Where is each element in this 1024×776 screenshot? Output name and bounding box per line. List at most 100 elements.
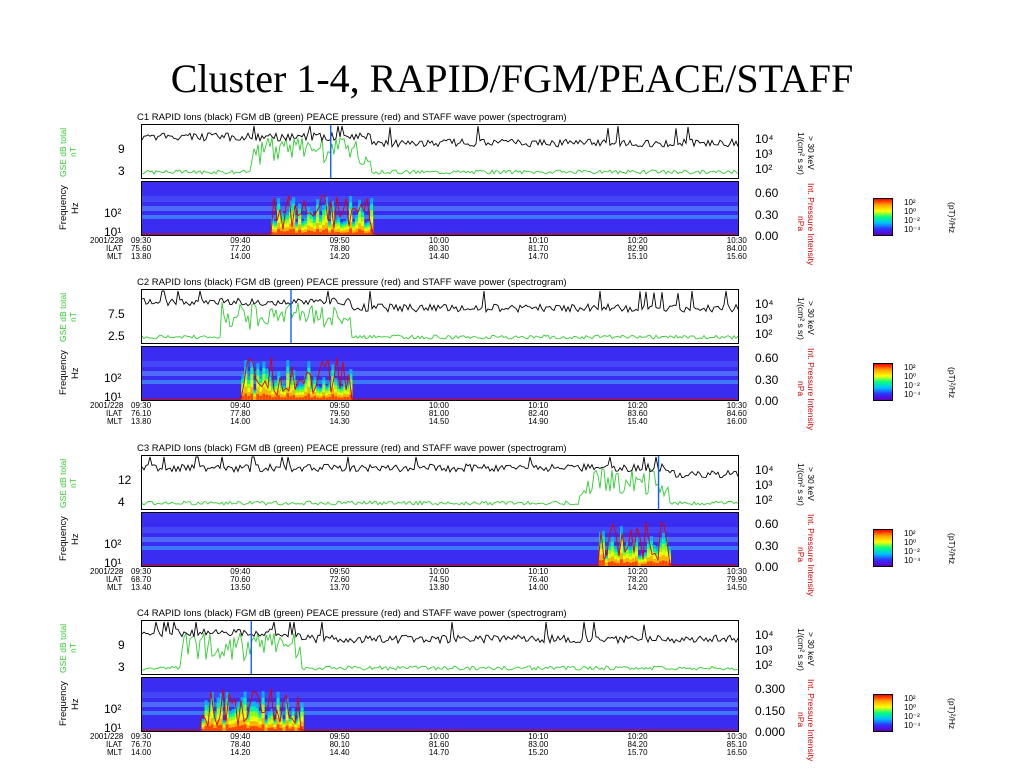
mlt-value: 14.40: [329, 748, 350, 757]
spectrogram-power-cell: [643, 561, 647, 566]
x-tick-label: 09:40: [230, 732, 251, 741]
right-axis-label-line: > 30 keV: [806, 301, 816, 335]
pressure-axis-label-line: nPa: [796, 712, 806, 728]
spectrogram-power-cell: [297, 724, 301, 731]
x-tick-label: 10:00: [428, 732, 449, 741]
ilat-value: 85.10: [726, 740, 747, 749]
spectrogram-power-cell: [256, 387, 260, 400]
colorbar-tick: 10²: [904, 363, 916, 372]
spectrogram-power-cell: [267, 727, 271, 731]
spectrogram-power-cell: [250, 387, 254, 400]
spectrogram-power-cell: [319, 397, 323, 400]
spectrogram-power-cell: [328, 232, 332, 235]
spectrogram-power-cell: [258, 727, 262, 731]
colorbar-tick: 10⁰: [904, 372, 917, 381]
ion-flux-series: [142, 290, 738, 314]
spec-axis-label-line: Hz: [70, 202, 81, 214]
spec-ytick: 10¹: [104, 556, 122, 570]
row-label-ilat: ILAT: [106, 575, 123, 584]
panel-title: C3 RAPID Ions (black) FGM dB (green) PEA…: [137, 443, 567, 454]
right-ytick: 10²: [755, 493, 773, 507]
spectrogram-power-cell: [622, 562, 626, 566]
spectrogram-power-cell: [201, 726, 205, 731]
left-axis-label: GSE dB total nT: [58, 291, 92, 343]
spectrogram-power-cell: [274, 393, 278, 400]
spectrogram-power-cell: [352, 230, 356, 235]
right-axis-label: > 30 keV 1/(cm² s sr): [790, 291, 816, 345]
row-label-mlt: MLT: [107, 748, 123, 757]
spectrogram-power-cell: [304, 395, 308, 400]
spectrogram-power-cell: [607, 562, 611, 566]
peace-pressure-series: [142, 688, 736, 731]
mlt-value: 16.50: [726, 748, 747, 757]
spectrogram-power-cell: [273, 728, 277, 731]
mlt-value: 15.60: [726, 252, 747, 261]
ilat-value: 84.60: [726, 409, 747, 418]
spectrogram-power-cell: [282, 727, 286, 731]
right-ytick: 10²: [755, 162, 773, 176]
row-label-date: 2001/228: [90, 732, 124, 741]
spectrogram-band: [142, 380, 738, 384]
spectrogram-power-cell: [283, 231, 287, 235]
spectrogram-power-cell: [292, 390, 296, 400]
spectrogram-power-cell: [334, 396, 338, 400]
right-axis-label-line: 1/(cm² s sr): [796, 627, 806, 671]
spectrogram-power-cell: [616, 563, 620, 566]
spectrogram-power-cell: [286, 386, 290, 400]
x-tick-label: 10:00: [428, 401, 449, 410]
left-ytick: 4: [118, 495, 125, 509]
x-tick-label: 09:40: [230, 567, 251, 576]
spectrogram-power-cell: [288, 728, 292, 731]
right-ytick: 10²: [755, 327, 773, 341]
spectrogram-power-cell: [288, 726, 292, 731]
spectrogram-power-cell: [289, 229, 293, 235]
spectrogram-power-cell: [231, 727, 235, 731]
mlt-value: 14.00: [528, 583, 549, 592]
spectrogram-power-cell: [367, 230, 371, 235]
right-ytick: 10⁴: [755, 628, 774, 642]
left-axis-label: GSE dB total nT: [58, 126, 92, 178]
colorbar-tick: 10⁰: [904, 207, 917, 216]
panel-title: C1 RAPID Ions (black) FGM dB (green) PEA…: [137, 112, 567, 123]
spectrogram-power-cell: [622, 559, 626, 566]
spectrogram-power-cell: [598, 560, 602, 566]
spectrogram-svg: [142, 678, 738, 731]
spectrogram-power-cell: [277, 222, 281, 235]
spectrogram-power-cell: [343, 232, 347, 235]
ilat-value: 70.60: [230, 575, 251, 584]
spectrogram-power-cell: [370, 228, 374, 235]
slide-title: Cluster 1-4, RAPID/FGM/PEACE/STAFF: [170, 56, 854, 101]
spectrogram-band: [142, 196, 738, 202]
colorbar: [873, 529, 893, 567]
spectrogram-power-cell: [619, 552, 623, 566]
staff-spectrogram: [141, 346, 739, 401]
mlt-value: 14.20: [627, 583, 648, 592]
pressure-ytick: 0.60: [755, 517, 779, 531]
pressure-axis-label-line: Int. Pressure Intensity: [806, 182, 816, 266]
spectrogram-power-cell: [346, 232, 350, 235]
colorbar-unit: (pT)²/Hz: [947, 533, 957, 565]
pressure-axis-label-line: Int. Pressure Intensity: [806, 678, 816, 762]
spectrogram-power-cell: [279, 727, 283, 731]
right-ytick: 10⁴: [755, 463, 774, 477]
spectrogram-power-cell: [262, 387, 266, 400]
colorbar-tick: 10⁻⁴: [904, 390, 921, 399]
spectrogram-band: [142, 702, 738, 707]
left-axis-label: GSE dB total nT: [58, 622, 92, 674]
ion-flux-series: [142, 456, 738, 479]
spectrogram-power-cell: [207, 721, 211, 731]
spectrogram-power-cell: [640, 563, 644, 566]
colorbar-tick: 10²: [904, 529, 916, 538]
spec-axis-label-line: Frequency: [58, 516, 69, 562]
spectrogram-power-cell: [291, 727, 295, 731]
spectrogram-power-cell: [343, 230, 347, 235]
spectrogram-power-cell: [271, 397, 275, 400]
spec-axis-label-line: Frequency: [58, 681, 69, 727]
spectrogram-power-cell: [601, 560, 605, 566]
spectrogram-power-cell: [213, 725, 217, 731]
pressure-ytick: 0.00: [755, 229, 779, 243]
spectrogram-power-cell: [268, 395, 272, 400]
mlt-value: 14.50: [726, 583, 747, 592]
spec-ytick: 10¹: [104, 721, 122, 735]
spectrogram-power-cell: [607, 558, 611, 566]
